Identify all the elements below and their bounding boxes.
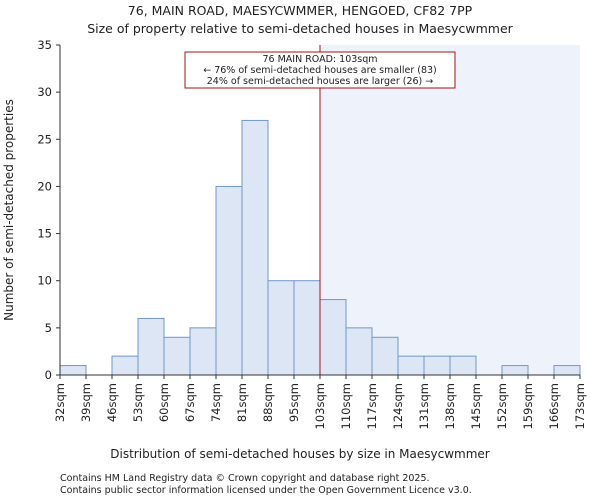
x-tick-label: 95sqm <box>287 383 301 422</box>
x-tick-label: 46sqm <box>105 383 119 422</box>
x-tick-label: 74sqm <box>209 383 223 422</box>
footer-line1: Contains HM Land Registry data © Crown c… <box>60 473 430 484</box>
bar-60sqm <box>163 336 191 376</box>
bar-138sqm <box>449 355 477 376</box>
x-tick-label: 39sqm <box>79 383 93 422</box>
x-tick-label: 67sqm <box>183 383 197 422</box>
bar-46sqm <box>111 355 139 376</box>
larger-region-background <box>320 45 580 375</box>
bar-131sqm <box>423 355 451 376</box>
y-tick-label: 10 <box>37 274 52 288</box>
x-tick-label: 124sqm <box>391 383 405 429</box>
y-tick-label: 15 <box>37 227 52 241</box>
x-tick-label: 138sqm <box>443 383 457 429</box>
annotation-line1: 76 MAIN ROAD: 103sqm <box>262 54 377 65</box>
bars-group <box>59 119 581 376</box>
x-tick-label: 60sqm <box>157 383 171 422</box>
x-tick-label: 166sqm <box>547 383 561 429</box>
y-tick-label: 0 <box>45 368 52 382</box>
y-tick-label: 25 <box>37 132 52 146</box>
x-tick-label: 117sqm <box>365 383 379 429</box>
bar-166sqm <box>553 365 581 376</box>
footer-line2: Contains public sector information licen… <box>60 485 472 496</box>
y-axis-label: Number of semi-detached properties <box>2 99 16 321</box>
x-tick-label: 88sqm <box>261 383 275 422</box>
x-tick-label: 32sqm <box>53 383 67 422</box>
bar-74sqm <box>215 185 243 376</box>
y-tick-label: 5 <box>45 321 52 335</box>
x-tick-label: 145sqm <box>469 383 483 429</box>
y-tick-label: 30 <box>37 85 52 99</box>
y-axis-ticks: 0 5 10 15 20 25 30 35 <box>37 38 60 382</box>
x-tick-label: 81sqm <box>235 383 249 422</box>
bar-81sqm <box>241 119 269 376</box>
y-tick-label: 35 <box>37 38 52 52</box>
bar-117sqm <box>371 336 399 376</box>
x-tick-label: 103sqm <box>313 383 327 429</box>
bar-95sqm <box>293 280 321 376</box>
x-tick-label: 173sqm <box>573 383 587 429</box>
x-tick-label: 110sqm <box>339 383 353 429</box>
x-axis-ticks: 32sqm 39sqm 46sqm 53sqm 60sqm 67sqm 74sqm 81sqm… <box>53 375 587 429</box>
bar-67sqm <box>189 327 217 376</box>
chart-title-line1: 76, MAIN ROAD, MAESYCWMMER, HENGOED, CF8… <box>128 3 473 18</box>
annotation-line2: ← 76% of semi-detached houses are smalle… <box>203 65 437 76</box>
annotation-box: 76 MAIN ROAD: 103sqm ← 76% of semi-detac… <box>184 51 456 89</box>
bar-53sqm <box>137 317 165 376</box>
bar-103sqm <box>319 299 347 376</box>
bar-32sqm <box>59 365 87 376</box>
annotation-border <box>184 51 456 89</box>
chart-title-line2: Size of property relative to semi-detach… <box>87 21 513 36</box>
x-tick-label: 131sqm <box>417 383 431 429</box>
x-tick-label: 53sqm <box>131 383 145 422</box>
bar-124sqm <box>397 355 425 376</box>
bar-152sqm <box>501 365 529 376</box>
y-tick-label: 20 <box>37 179 52 193</box>
bar-88sqm <box>267 280 295 376</box>
x-tick-label: 152sqm <box>495 383 509 429</box>
x-axis-label: Distribution of semi-detached houses by … <box>110 447 490 461</box>
x-tick-label: 159sqm <box>521 383 535 429</box>
annotation-line3: 24% of semi-detached houses are larger (… <box>207 76 434 87</box>
bar-110sqm <box>345 327 373 376</box>
